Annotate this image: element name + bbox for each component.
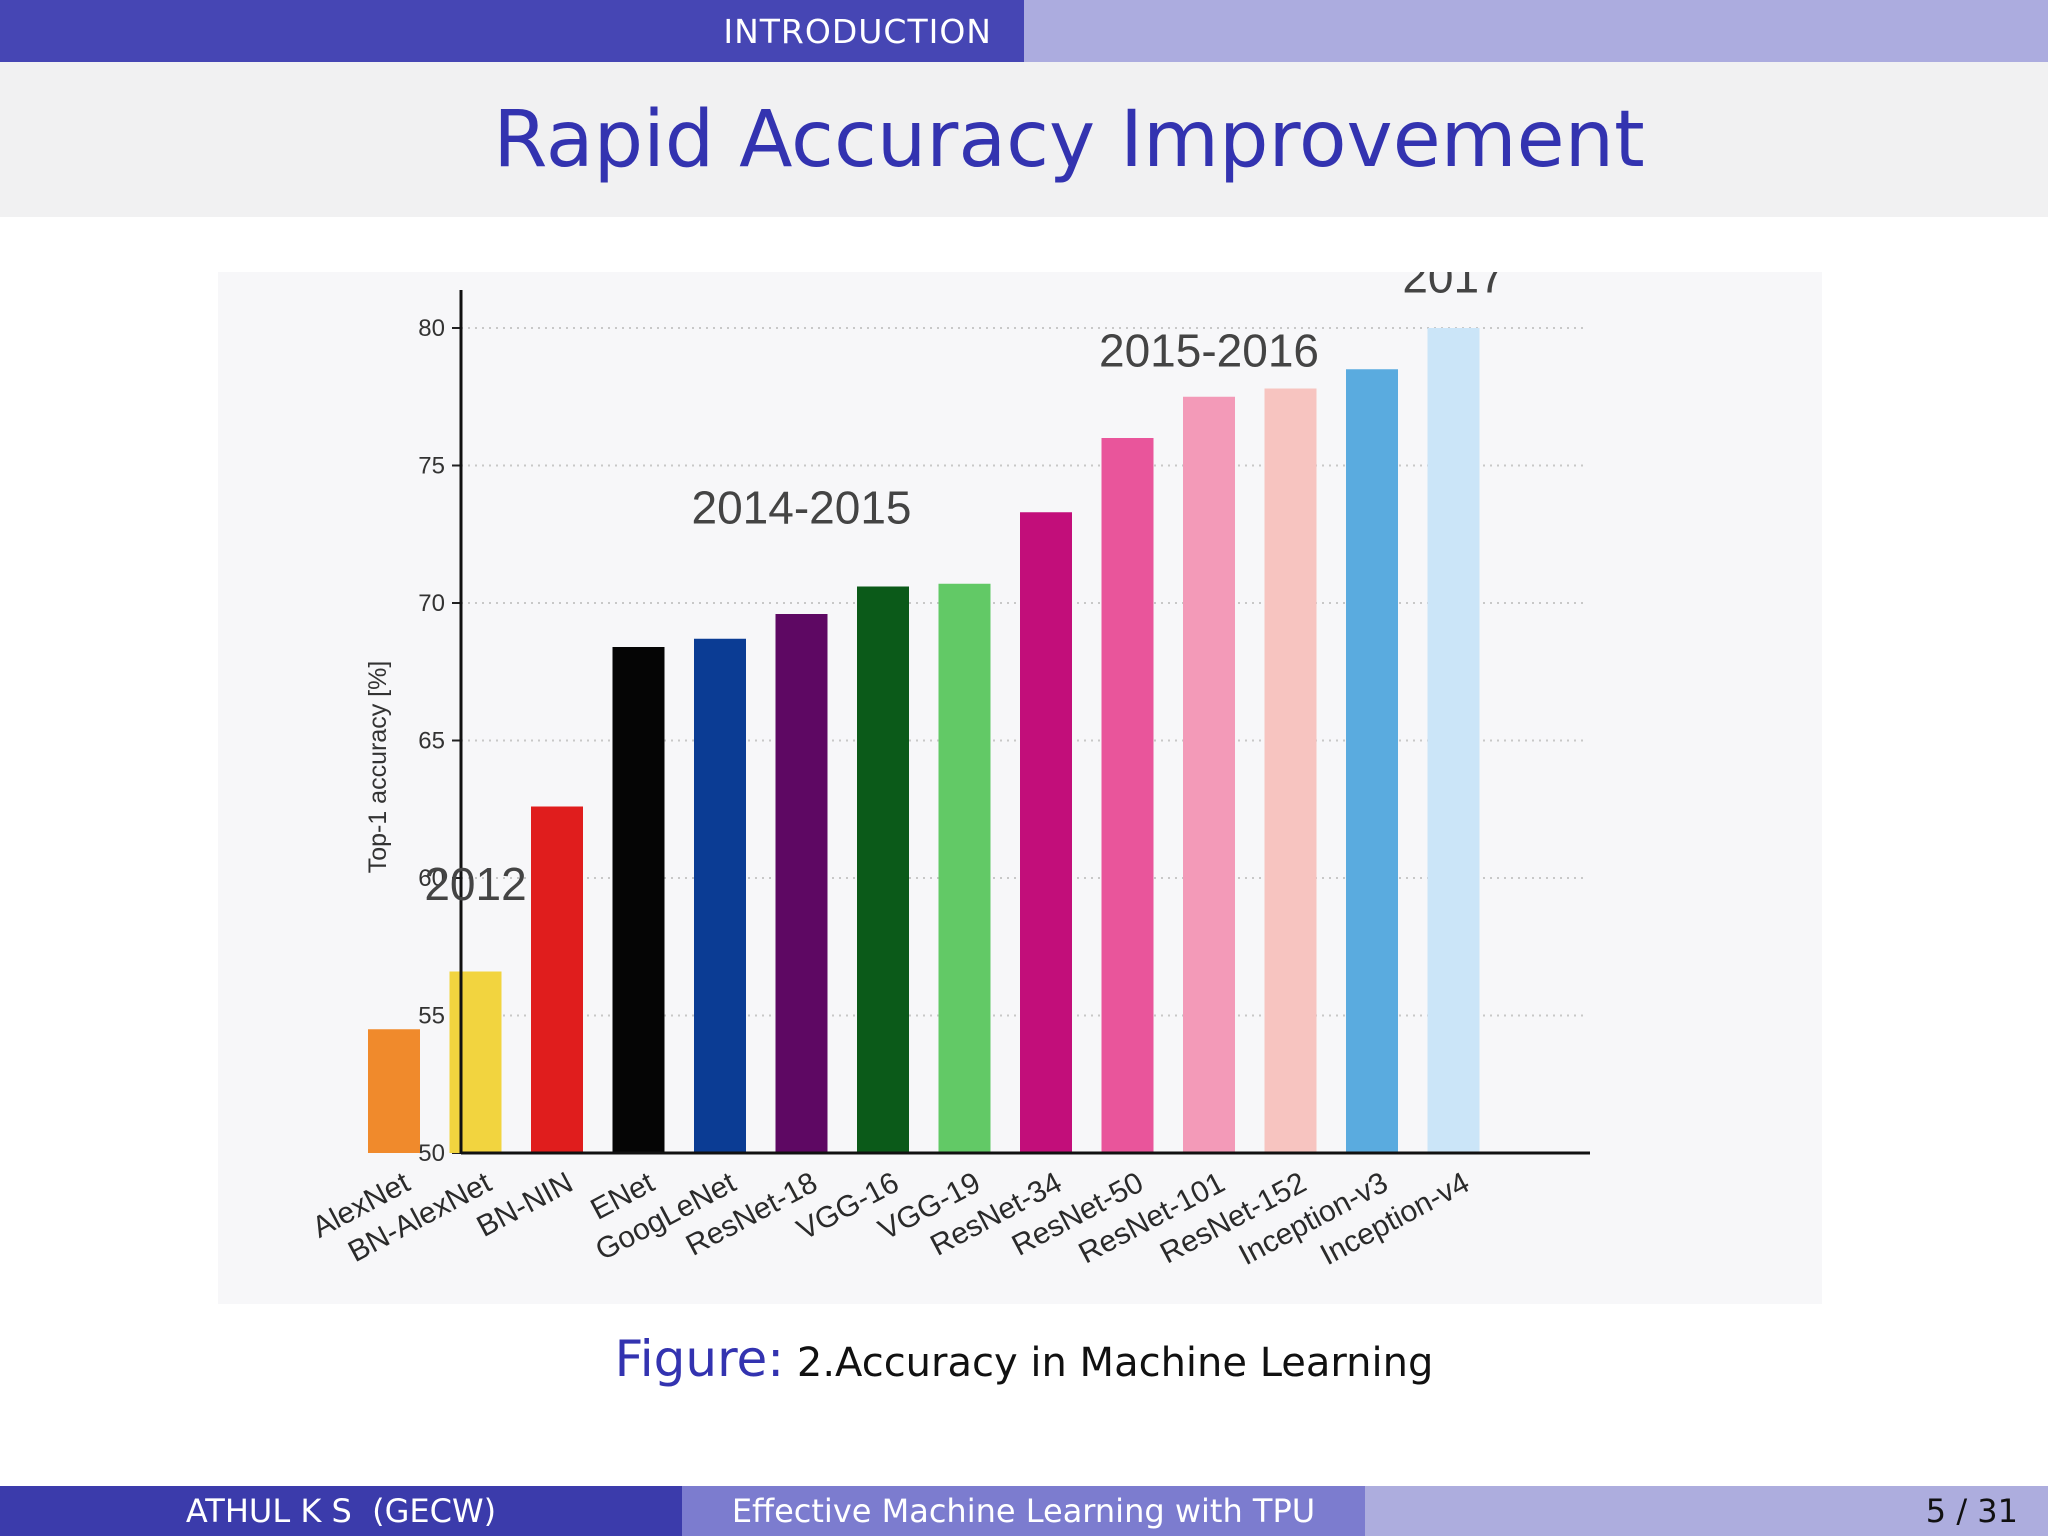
era-annotation: 2012 <box>424 858 526 910</box>
footer-page-number: 5 / 31 <box>1365 1486 2048 1536</box>
bar-resnet-152 <box>1264 388 1317 1153</box>
section-bar-filler <box>1024 0 2048 62</box>
bar-bn-nin <box>531 806 583 1153</box>
y-tick-label: 65 <box>418 728 445 755</box>
era-annotation: 2015-2016 <box>1099 325 1319 377</box>
footer-talk-title-text: Effective Machine Learning with TPU <box>731 1492 1316 1530</box>
bar-inception-v3 <box>1346 369 1398 1153</box>
era-annotation: 2017 <box>1402 272 1504 302</box>
bar-bn-alexnet <box>449 971 502 1153</box>
bar-googlenet <box>694 638 746 1153</box>
y-tick-label: 70 <box>418 590 445 617</box>
bar-resnet-18 <box>775 614 828 1153</box>
caption-text: 2.Accuracy in Machine Learning <box>796 1340 1434 1386</box>
y-tick-label: 55 <box>418 1003 445 1030</box>
figure-image: 50 55 60 65 70 75 80 Top-1 accuracy [%] AlexNet B… <box>218 272 1822 1304</box>
x-tick-label: BN-NIN <box>472 1166 579 1244</box>
y-tick-label: 60 <box>418 865 445 892</box>
bar-vgg-16 <box>857 586 909 1153</box>
bar-vgg-19 <box>938 583 991 1153</box>
footer-author-text: ATHUL K S (GECW) <box>185 1492 497 1530</box>
section-tab-introduction[interactable]: INTRODUCTION <box>0 0 1024 62</box>
footer-page-text: 5 / 31 <box>1925 1492 2018 1530</box>
section-navigation-bar: INTRODUCTION <box>0 0 2048 62</box>
slide-title: Rapid Accuracy Improvement <box>493 94 1645 185</box>
y-tick-label: 80 <box>418 315 445 342</box>
y-axis-label: Top-1 accuracy [%] <box>364 661 392 874</box>
bar-resnet-34 <box>1020 512 1072 1153</box>
bar-inception-v4 <box>1427 328 1480 1153</box>
bar-resnet-50 <box>1101 438 1154 1153</box>
slide-title-bar: Rapid Accuracy Improvement <box>0 62 2048 217</box>
footer-talk-title: Effective Machine Learning with TPU <box>682 1486 1365 1536</box>
bar-alexnet <box>368 1029 420 1153</box>
y-tick-label: 50 <box>418 1140 445 1167</box>
section-tab-label: INTRODUCTION <box>723 11 992 51</box>
footer-author: ATHUL K S (GECW) <box>0 1486 682 1536</box>
bar-resnet-101 <box>1183 396 1235 1153</box>
era-annotation: 2014-2015 <box>692 481 912 533</box>
bar-enet <box>612 647 665 1153</box>
footer-bar: ATHUL K S (GECW) Effective Machine Learn… <box>0 1486 2048 1536</box>
y-tick-label: 75 <box>418 453 445 480</box>
figure-caption: Figure: 2.Accuracy in Machine Learning <box>0 1330 2048 1388</box>
caption-label: Figure: <box>614 1330 785 1388</box>
